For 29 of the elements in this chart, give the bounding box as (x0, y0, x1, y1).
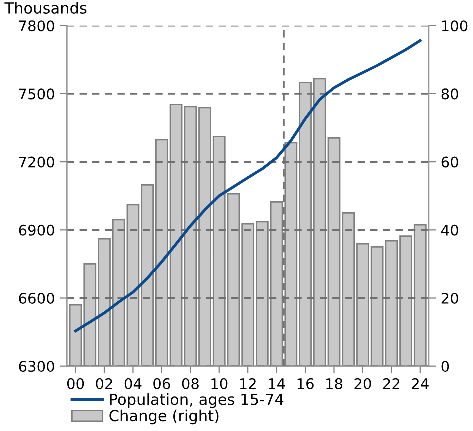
legend-label: Population, ages 15-74 (110, 394, 284, 408)
legend-label: Change (right) (110, 410, 219, 425)
x-tick-label: 24 (412, 378, 429, 390)
x-tick-label: 02 (96, 378, 112, 390)
y2-tick-label: 80 (442, 88, 458, 100)
x-tick-label: 14 (269, 378, 286, 390)
x-tick-label: 20 (354, 378, 372, 390)
line-series (74, 39, 422, 333)
x-tick-label: 18 (326, 378, 343, 390)
y-tick-label: 7200 (19, 156, 54, 168)
x-tick-label: 08 (182, 378, 199, 390)
x-tick-label: 16 (298, 378, 314, 390)
x-tick-label: 04 (124, 378, 142, 390)
y2-tick-label: 0 (442, 361, 450, 372)
x-tick-label: 10 (212, 378, 228, 390)
y-tick-label: 6900 (19, 224, 54, 236)
y2-tick-label: 40 (442, 224, 458, 236)
y-tick-label: 7800 (19, 20, 54, 32)
x-tick-label: 22 (383, 378, 400, 390)
y-axis-title: Thousands (4, 2, 87, 14)
x-tick-label: 00 (67, 378, 84, 390)
y2-tick-label: 20 (442, 292, 458, 304)
y2-tick-label: 60 (442, 156, 458, 168)
x-tick-label: 06 (154, 378, 170, 390)
y2-tick-label: 100 (442, 20, 468, 32)
y-tick-label: 6600 (19, 292, 54, 304)
y-tick-label: 7500 (19, 88, 54, 100)
y-tick-label: 6300 (19, 361, 54, 372)
x-tick-label: 12 (240, 378, 256, 390)
